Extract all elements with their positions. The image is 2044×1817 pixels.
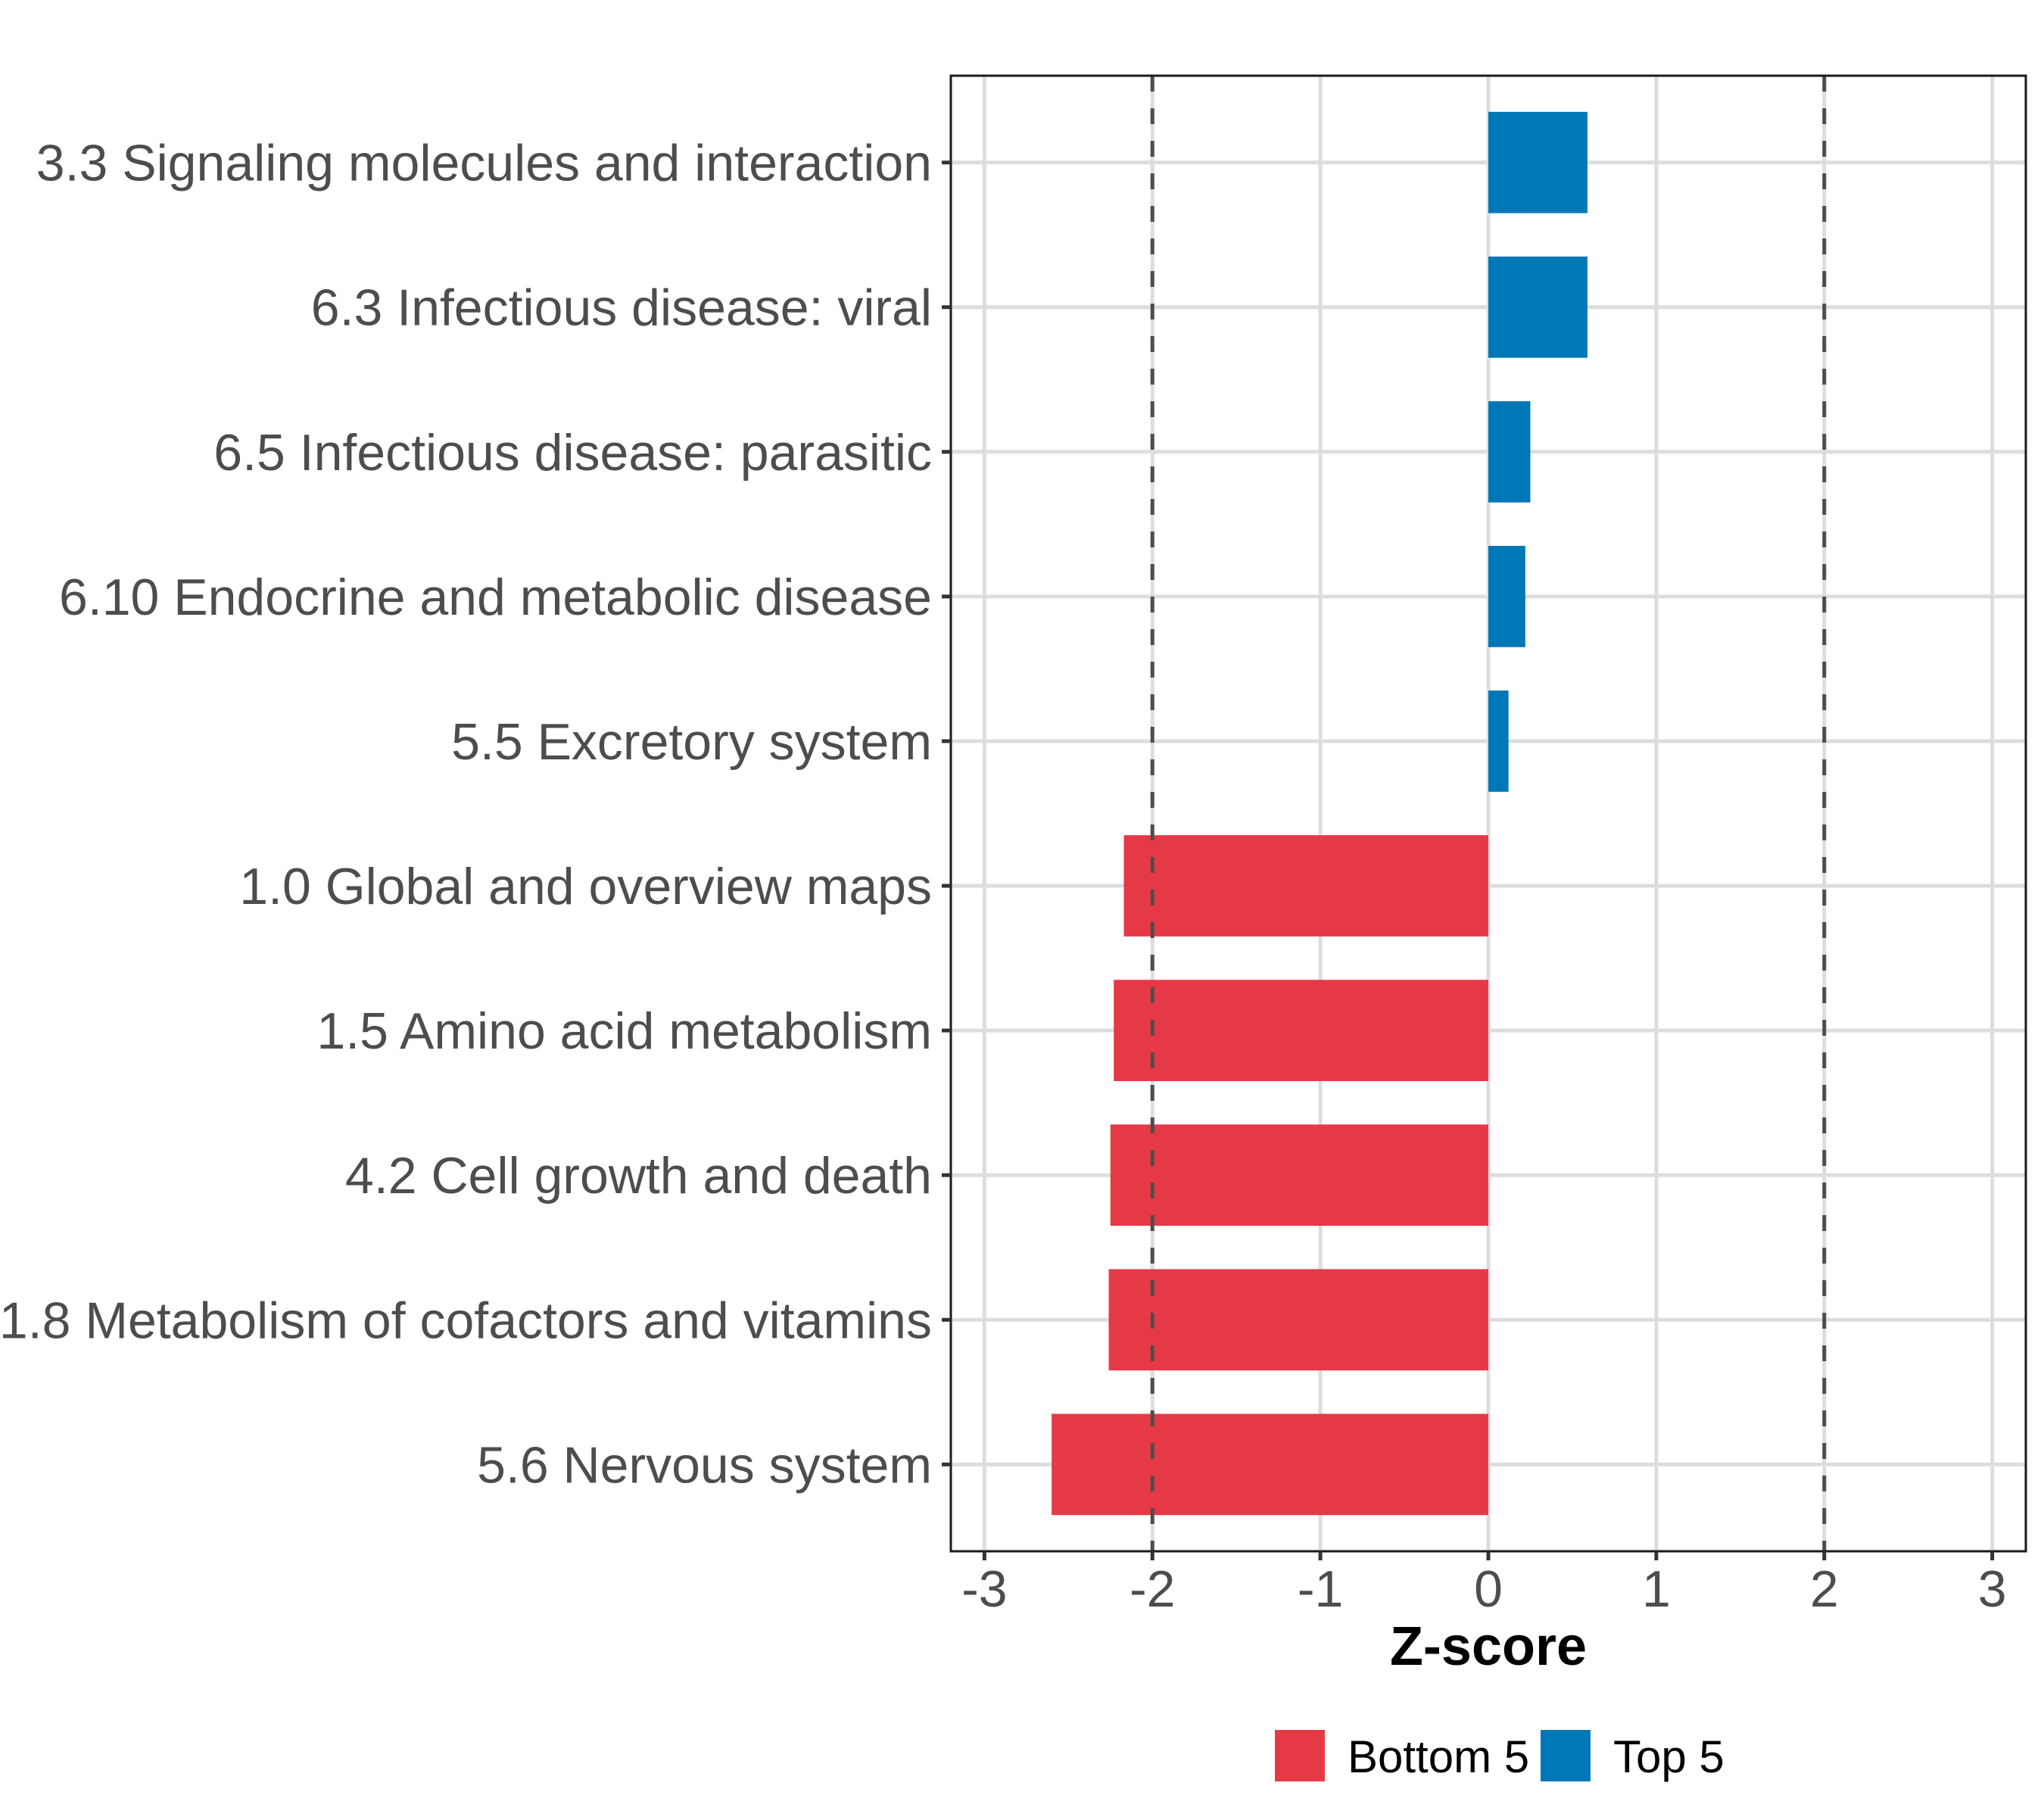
x-tick-label: 0 — [1474, 1560, 1503, 1618]
y-tick-label: 1.8 Metabolism of cofactors and vitamins — [0, 1292, 932, 1349]
bar — [1110, 1124, 1488, 1226]
y-tick-label: 5.6 Nervous system — [477, 1436, 932, 1494]
y-tick-label: 4.2 Cell growth and death — [345, 1147, 932, 1205]
x-axis: -3 -2 -1 0 1 2 3 — [961, 1551, 2007, 1618]
y-tick-label: 6.3 Infectious disease: viral — [311, 279, 932, 337]
bar — [1108, 1269, 1488, 1371]
x-axis-title: Z-score — [1390, 1616, 1587, 1677]
legend-key — [1275, 1730, 1325, 1781]
bar — [1114, 980, 1488, 1081]
legend: Bottom 5 Top 5 — [1275, 1730, 1725, 1782]
y-tick-label: 5.5 Excretory system — [451, 713, 932, 771]
y-tick-label: 1.5 Amino acid metabolism — [316, 1002, 932, 1060]
bar — [1488, 690, 1509, 792]
legend-label: Bottom 5 — [1348, 1731, 1529, 1782]
x-tick-label: -2 — [1129, 1560, 1175, 1618]
bar — [1488, 400, 1531, 503]
legend-key — [1541, 1730, 1591, 1781]
legend-label: Top 5 — [1613, 1731, 1725, 1782]
bar — [1052, 1413, 1488, 1516]
bars — [1052, 111, 1588, 1516]
x-tick-label: 1 — [1642, 1560, 1671, 1618]
y-tick-label: 3.3 Signaling molecules and interaction — [36, 135, 932, 192]
bar — [1488, 111, 1588, 213]
y-axis: 3.3 Signaling molecules and interaction 6… — [0, 135, 951, 1494]
x-tick-label: -3 — [961, 1560, 1007, 1618]
x-tick-label: 3 — [1978, 1560, 2007, 1618]
y-tick-label: 6.5 Infectious disease: parasitic — [213, 424, 932, 482]
y-tick-label: 6.10 Endocrine and metabolic disease — [59, 569, 932, 626]
bar — [1123, 835, 1488, 937]
bar — [1488, 546, 1525, 647]
x-tick-label: 2 — [1810, 1560, 1839, 1618]
y-tick-label: 1.0 Global and overview maps — [239, 858, 932, 915]
bar — [1488, 256, 1588, 358]
x-tick-label: -1 — [1298, 1560, 1343, 1618]
